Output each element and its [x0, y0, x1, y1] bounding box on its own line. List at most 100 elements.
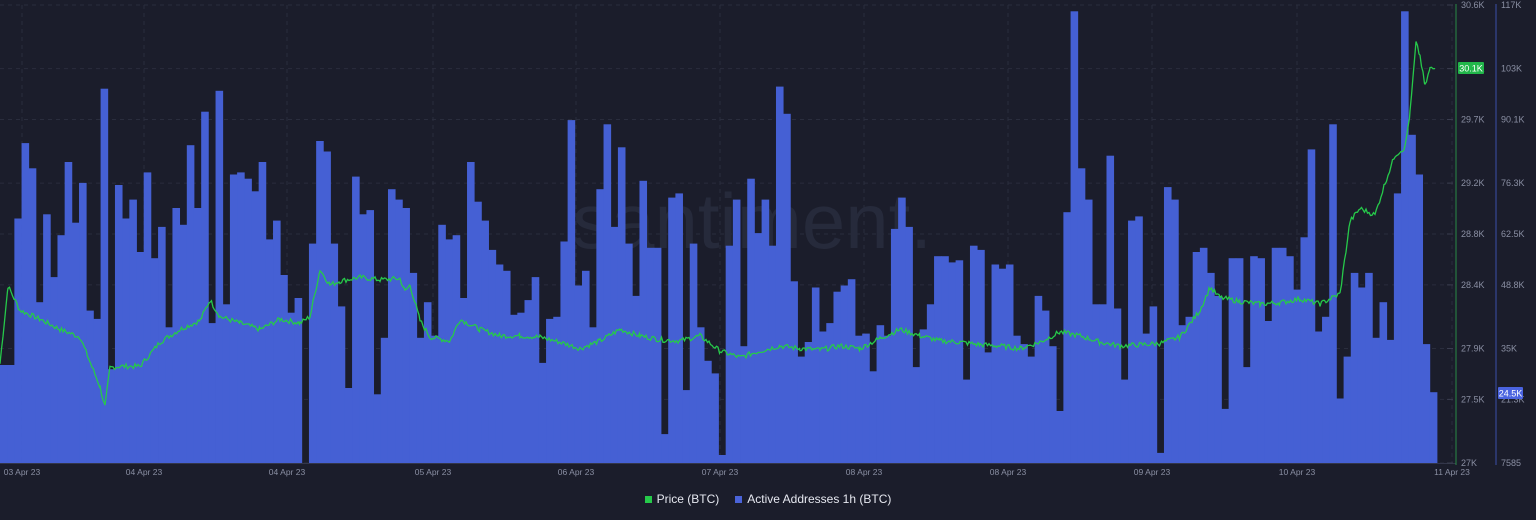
bar [1041, 310, 1050, 463]
svg-text:24.5K: 24.5K [1499, 389, 1523, 399]
bar [488, 249, 497, 463]
bar [1135, 216, 1143, 463]
bar [790, 281, 798, 463]
addresses-tick-label: 7585 [1501, 458, 1521, 468]
bar [1278, 247, 1287, 463]
x-tick-label: 08 Apr 23 [990, 467, 1027, 477]
addresses-tick-label: 90.1K [1501, 115, 1525, 125]
bar [294, 298, 303, 463]
x-tick-label: 05 Apr 23 [415, 467, 452, 477]
bar [114, 185, 123, 463]
bar [373, 394, 382, 463]
bar [122, 218, 130, 463]
bar [431, 335, 439, 463]
bar [273, 220, 281, 463]
bar [28, 168, 37, 464]
bar [747, 178, 755, 463]
bar [0, 365, 8, 463]
bar [208, 323, 216, 463]
price-line [0, 41, 1435, 406]
bar [423, 302, 432, 463]
bar [589, 327, 597, 463]
bar [754, 233, 762, 463]
bar [1106, 155, 1115, 463]
bar [1235, 258, 1244, 463]
bar [79, 182, 87, 463]
bar [222, 304, 231, 463]
x-tick-label: 07 Apr 23 [702, 467, 739, 477]
addresses-tick-label: 48.8K [1501, 280, 1525, 290]
addresses-tick-label: 35K [1501, 344, 1517, 354]
addresses-tick-label: 21.3K [1501, 394, 1525, 404]
bar [1063, 212, 1071, 463]
bar [344, 388, 353, 463]
price-tick-label: 30.6K [1461, 0, 1485, 10]
bar [1049, 346, 1057, 463]
bar [71, 222, 80, 463]
bar [402, 208, 410, 463]
bar [1178, 325, 1186, 463]
price-tick-label: 27.9K [1461, 344, 1485, 354]
bar [215, 90, 224, 464]
chart-canvas: santiment. 03 Apr 23 04 Apr 23 04 Apr 23 05… [0, 0, 1525, 477]
bar [323, 151, 331, 463]
bar [653, 247, 662, 463]
bar [833, 291, 842, 463]
bar [186, 145, 195, 463]
addresses-tick-label: 117K [1501, 0, 1521, 10]
bar [359, 214, 367, 463]
bar [258, 162, 267, 463]
bar [1113, 308, 1122, 463]
addresses-tick-label: 103K [1501, 64, 1522, 74]
legend-item-active-addresses[interactable]: Active Addresses 1h (BTC) [735, 492, 891, 506]
bar [603, 124, 612, 464]
bar [280, 275, 288, 463]
bar [308, 243, 317, 463]
legend-item-price[interactable]: Price (BTC) [644, 492, 719, 506]
bar [395, 199, 403, 463]
bar [955, 260, 964, 463]
price-tick-label: 28.4K [1461, 280, 1485, 290]
bar [57, 235, 66, 463]
x-tick-label: 04 Apr 23 [126, 467, 163, 477]
bar [883, 335, 892, 463]
bar [337, 306, 346, 463]
bar [1128, 220, 1136, 463]
bar [1314, 331, 1323, 463]
x-axis: 03 Apr 23 04 Apr 23 04 Apr 23 05 Apr 23 06 A… [0, 463, 1470, 477]
bar [682, 390, 691, 463]
bar [316, 141, 324, 463]
active-addresses-swatch-icon [735, 495, 743, 503]
bar [129, 199, 137, 463]
bar [912, 367, 921, 463]
bar [855, 335, 863, 463]
price-tick-label: 27.5K [1461, 394, 1485, 404]
x-tick-label: 06 Apr 23 [558, 467, 595, 477]
bar [237, 172, 245, 463]
bar [1293, 289, 1301, 463]
bar [21, 143, 30, 463]
bar [1149, 306, 1158, 463]
bar [804, 342, 813, 463]
bar [1329, 124, 1337, 464]
bar [1350, 272, 1359, 463]
bar [826, 323, 834, 463]
bar [1092, 304, 1100, 463]
bar [783, 113, 791, 464]
bar [1070, 11, 1079, 464]
addresses-current-badge: 24.5K [1498, 387, 1523, 399]
bar [1286, 256, 1294, 463]
bar [661, 434, 669, 463]
bar [1185, 316, 1194, 463]
bar [538, 362, 547, 463]
bar [1300, 237, 1309, 463]
x-tick-label: 08 Apr 23 [846, 467, 883, 477]
bar [1257, 258, 1265, 463]
bar [229, 174, 238, 463]
bar [797, 356, 806, 463]
bar [610, 226, 619, 463]
bar [639, 180, 648, 464]
bar [1243, 367, 1251, 463]
bar [1228, 258, 1237, 463]
bar [1343, 356, 1352, 463]
